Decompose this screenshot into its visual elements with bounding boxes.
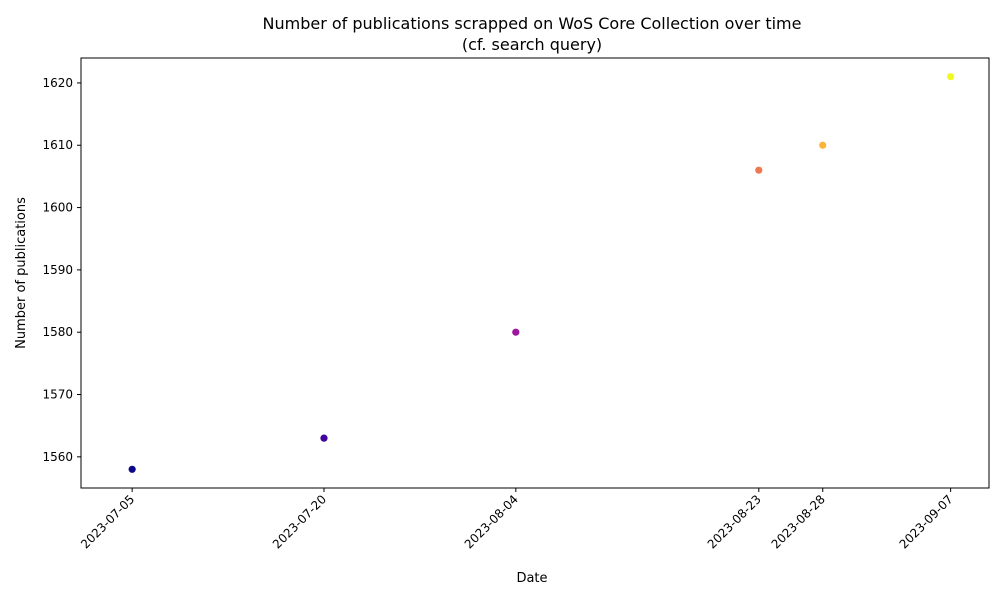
y-tick-label: 1600 <box>42 201 73 215</box>
x-tick-label: 2023-08-28 <box>769 492 828 551</box>
data-point <box>947 73 955 81</box>
x-tick-label: 2023-08-23 <box>705 492 764 551</box>
y-tick-label: 1570 <box>42 388 73 402</box>
y-tick-label: 1580 <box>42 325 73 339</box>
y-tick-label: 1610 <box>42 138 73 152</box>
data-point <box>320 434 328 442</box>
chart-title-line-2: (cf. search query) <box>462 35 602 54</box>
x-tick-label: 2023-08-04 <box>462 492 521 551</box>
x-tick-label: 2023-09-07 <box>897 492 956 551</box>
y-tick-label: 1560 <box>42 450 73 464</box>
axes-frame <box>80 57 990 489</box>
plot-area: 1560 1570 1580 1590 1600 1610 1620 2023-07-05 20… <box>42 57 990 551</box>
chart-title-line-1: Number of publications scrapped on WoS C… <box>263 14 802 33</box>
y-axis-label: Number of publications <box>14 197 29 349</box>
data-point <box>512 328 520 336</box>
x-tick-label: 2023-07-05 <box>78 492 137 551</box>
x-tick-label: 2023-07-20 <box>270 492 329 551</box>
y-tick-label: 1620 <box>42 76 73 90</box>
x-axis-label: Date <box>516 571 547 586</box>
y-tick-label: 1590 <box>42 263 73 277</box>
data-point <box>755 166 763 174</box>
data-point <box>128 465 136 473</box>
data-point <box>819 141 827 149</box>
